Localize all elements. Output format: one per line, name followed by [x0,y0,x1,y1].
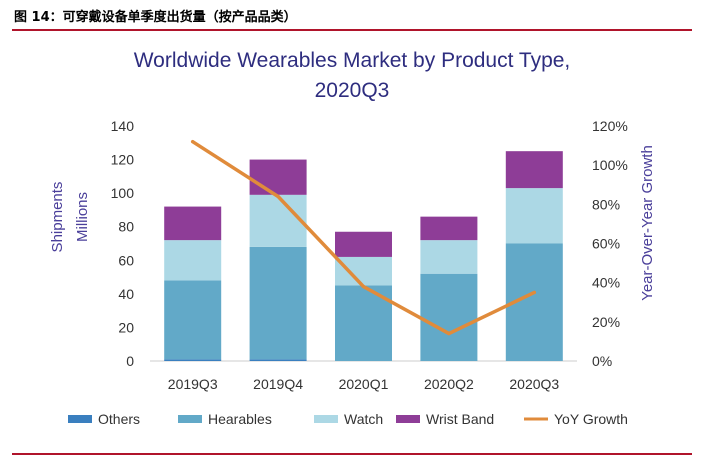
legend-label-hearables: Hearables [208,411,272,427]
caption-rule [12,29,692,31]
y2-axis-title: Year-Over-Year Growth [639,145,656,301]
x-tick-2020q1: 2020Q1 [339,376,389,392]
y2-tick-100: 100% [592,157,628,173]
y-tick-80: 80 [118,219,134,235]
legend-swatch-watch [314,415,338,423]
bar-wrist-band-2020q1 [335,231,392,257]
y2-tick-60: 60% [592,236,620,252]
yoy-line-group [190,139,537,336]
y2-tick-40: 40% [592,275,620,291]
y-tick-120: 120 [111,152,135,168]
x-tick-group: 2019Q3 2019Q4 2020Q1 2020Q2 2020Q3 [168,376,560,392]
y2-tick-20: 20% [592,314,620,330]
footer-rule [12,453,692,455]
bar-hearables-2019q4 [249,246,307,360]
chart-panel: Worldwide Wearables Market by Product Ty… [12,33,692,447]
legend-swatch-wrist-band [396,415,420,423]
yoy-point-2020q3 [532,290,536,295]
bar-watch-2019q4 [249,194,307,247]
x-tick-2020q2: 2020Q2 [424,376,474,392]
bar-others-2019q3 [164,359,222,361]
y-axis-title: Shipments Millions [49,182,91,253]
y-tick-140: 140 [111,118,135,134]
y-tick-20: 20 [118,319,134,335]
yoy-point-2020q2 [447,331,451,336]
y-tick-0: 0 [126,353,134,369]
x-tick-2020q3: 2020Q3 [509,376,559,392]
y-tick-60: 60 [118,252,134,268]
x-tick-2019q3: 2019Q3 [168,376,218,392]
bar-wrist-band-2020q2 [420,216,478,241]
legend-label-watch: Watch [344,411,383,427]
bar-watch-2020q2 [420,240,478,274]
legend-swatch-hearables [178,415,202,423]
legend-swatch-others [68,415,92,423]
bar-watch-2019q3 [164,240,222,281]
bar-wrist-band-2020q3 [505,151,563,189]
x-tick-2019q4: 2019Q4 [253,376,303,392]
bar-group [164,151,563,361]
chart-title-line-1: Worldwide Wearables Market by Product Ty… [134,49,571,72]
yoy-point-2019q3 [191,140,195,144]
y-tick-40: 40 [118,286,134,302]
y2-tick-80: 80% [592,196,620,212]
legend-label-yoy-growth: YoY Growth [554,411,628,427]
bar-wrist-band-2019q4 [249,159,307,195]
y2-tick-group: 0% 20% 40% 60% 80% 100% 120% [592,118,628,369]
bar-watch-2020q1 [335,256,392,286]
yoy-point-2019q4 [276,194,280,199]
bar-hearables-2019q3 [164,280,222,360]
y-tick-group: 0 20 40 60 80 100 120 140 [111,118,135,369]
yoy-point-2020q1 [361,284,366,289]
bar-watch-2020q3 [505,188,563,244]
figure-caption: 图 14：可穿戴设备单季度出货量（按产品品类） [14,10,297,25]
y-tick-100: 100 [111,185,135,201]
wearables-chart: Worldwide Wearables Market by Product Ty… [49,49,656,427]
y-axis-title-line-1: Shipments [49,182,66,253]
legend-label-wrist-band: Wrist Band [426,411,494,427]
bar-others-2019q4 [249,359,307,361]
y2-tick-120: 120% [592,118,628,134]
chart-title-line-2: 2020Q3 [315,79,390,102]
legend: Others Hearables Watch Wrist Band YoY Growth [68,411,628,427]
y-axis-title-line-2: Millions [74,192,91,242]
bar-wrist-band-2019q3 [164,206,222,241]
y2-axis-title-text: Year-Over-Year Growth [639,145,656,301]
y2-tick-0: 0% [592,353,612,369]
bar-hearables-2020q2 [420,273,478,361]
legend-label-others: Others [98,411,140,427]
